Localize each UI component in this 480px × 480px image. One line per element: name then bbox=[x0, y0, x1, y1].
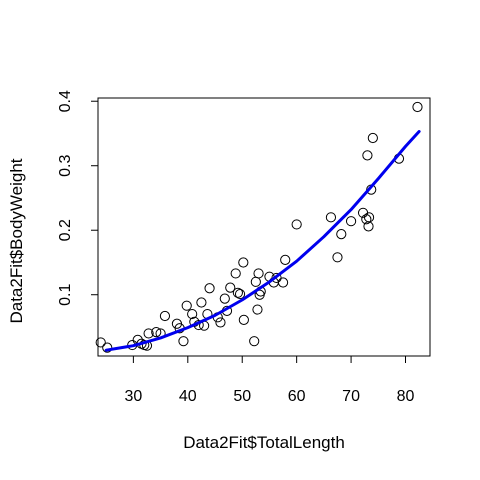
data-point-26 bbox=[225, 282, 236, 293]
fit-line bbox=[104, 130, 421, 352]
data-point-24 bbox=[219, 293, 230, 304]
data-point-8 bbox=[151, 327, 162, 338]
x-axis: 30 40 50 60 70 80 bbox=[124, 355, 415, 405]
data-point-7 bbox=[143, 328, 154, 339]
data-point-21 bbox=[204, 283, 215, 294]
data-point-31 bbox=[238, 314, 249, 325]
data-point-18 bbox=[196, 297, 207, 308]
data-point-34 bbox=[252, 304, 263, 315]
x-tick-label-3: 60 bbox=[288, 388, 306, 405]
y-tick-label-0: 0.1 bbox=[57, 284, 74, 306]
data-point-50 bbox=[362, 150, 373, 161]
data-point-29 bbox=[234, 288, 246, 300]
x-tick-label-4: 70 bbox=[342, 388, 360, 405]
data-point-41 bbox=[277, 277, 289, 288]
data-point-23 bbox=[215, 317, 226, 328]
data-point-32 bbox=[249, 336, 260, 347]
data-point-54 bbox=[367, 132, 378, 144]
data-point-27 bbox=[230, 268, 241, 279]
data-point-30 bbox=[238, 257, 249, 268]
data-point-14 bbox=[181, 300, 192, 311]
y-axis: 0.1 0.2 0.3 0.4 bbox=[57, 90, 99, 306]
data-point-56 bbox=[412, 101, 423, 113]
y-tick-label-3: 0.4 bbox=[57, 90, 74, 112]
data-point-47 bbox=[345, 216, 357, 227]
data-point-35 bbox=[253, 268, 264, 279]
data-point-45 bbox=[332, 252, 343, 263]
data-point-49 bbox=[361, 214, 372, 225]
data-point-42 bbox=[280, 254, 291, 265]
data-point-43 bbox=[291, 219, 302, 230]
x-tick-label-5: 80 bbox=[397, 388, 415, 405]
x-axis-label: Data2Fit$TotalLength bbox=[183, 433, 345, 452]
data-point-46 bbox=[336, 229, 347, 240]
x-tick-label-2: 50 bbox=[233, 388, 251, 405]
data-point-28 bbox=[232, 287, 243, 298]
data-point-10 bbox=[159, 310, 171, 322]
fit-line-group bbox=[104, 130, 421, 352]
y-tick-label-1: 0.2 bbox=[57, 219, 74, 241]
data-point-0 bbox=[95, 337, 106, 348]
data-point-15 bbox=[187, 308, 198, 320]
x-tick-label-0: 30 bbox=[124, 388, 142, 405]
data-point-44 bbox=[325, 212, 337, 223]
y-tick-label-2: 0.3 bbox=[57, 155, 74, 177]
data-point-13 bbox=[178, 336, 189, 347]
y-axis-label: Data2Fit$BodyWeight bbox=[7, 158, 26, 323]
x-tick-label-1: 40 bbox=[179, 388, 197, 405]
data-point-52 bbox=[363, 212, 375, 223]
data-point-1 bbox=[102, 342, 113, 353]
